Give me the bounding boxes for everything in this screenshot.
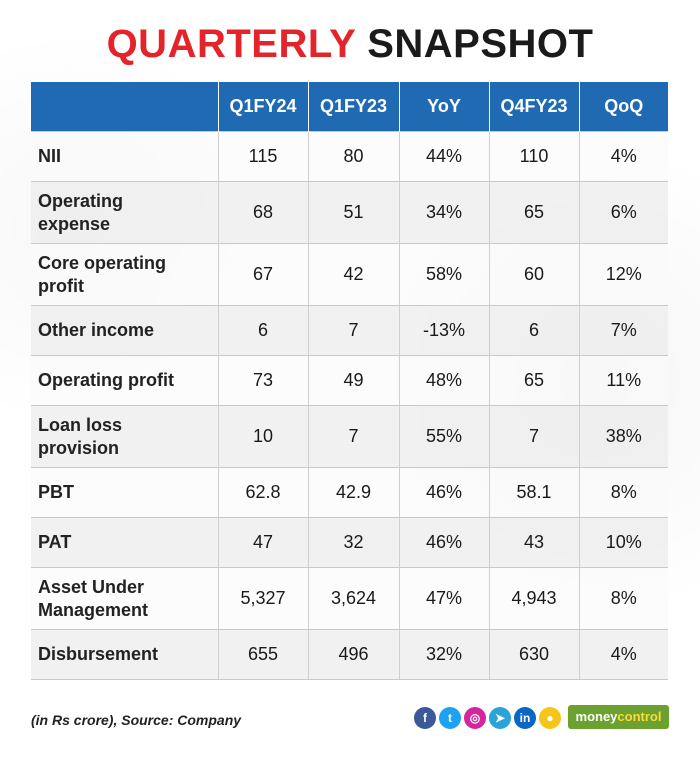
table-row: Operating profit 73 49 48% 65 11% xyxy=(31,355,668,406)
table-cell: 630 xyxy=(488,629,579,680)
row-label: Operating expense xyxy=(31,181,218,244)
table-cell: -13% xyxy=(398,305,489,356)
header-cell: Q1FY23 xyxy=(307,82,399,132)
table-cell: 7 xyxy=(307,305,399,356)
table-cell: 60 xyxy=(488,243,579,306)
table-cell: 10% xyxy=(578,517,668,568)
table-cell: 49 xyxy=(307,355,399,406)
table-cell: 62.8 xyxy=(217,467,308,518)
table-cell: 4% xyxy=(578,131,668,182)
row-label: Asset Under Management xyxy=(31,567,218,630)
table-cell: 115 xyxy=(217,131,308,182)
header-cell: Q1FY24 xyxy=(217,82,308,132)
table-cell: 44% xyxy=(398,131,489,182)
table-cell: 65 xyxy=(488,181,579,244)
title-part2: SNAPSHOT xyxy=(367,22,594,66)
table-cell: 7 xyxy=(307,405,399,468)
table-cell: 8% xyxy=(578,467,668,518)
table-row: Asset Under Management 5,327 3,624 47% 4,943… xyxy=(31,567,668,630)
table-row: PBT 62.8 42.9 46% 58.1 8% xyxy=(31,467,668,518)
table-cell: 51 xyxy=(307,181,399,244)
table-cell: 47% xyxy=(398,567,489,630)
table-cell: 58% xyxy=(398,243,489,306)
table-cell: 73 xyxy=(217,355,308,406)
header-cell: Q4FY23 xyxy=(488,82,579,132)
row-label: Other income xyxy=(31,305,218,356)
table-cell: 46% xyxy=(398,467,489,518)
table-cell: 7 xyxy=(488,405,579,468)
table-cell: 5,327 xyxy=(217,567,308,630)
table-row: Other income 6 7 -13% 6 7% xyxy=(31,305,668,356)
table-cell: 42.9 xyxy=(307,467,399,518)
table-row: Core operating profit 67 42 58% 60 12% xyxy=(31,243,668,306)
table-cell: 32 xyxy=(307,517,399,568)
brand-part2: control xyxy=(617,709,662,724)
table-cell: 42 xyxy=(307,243,399,306)
row-label: Operating profit xyxy=(31,355,218,406)
telegram-icon[interactable]: ➤ xyxy=(489,707,511,729)
page-title: QUARTERLY SNAPSHOT xyxy=(0,22,700,67)
table-cell: 4,943 xyxy=(488,567,579,630)
row-label: PBT xyxy=(31,467,218,518)
header-cell-label xyxy=(31,82,218,132)
linkedin-icon[interactable]: in xyxy=(514,707,536,729)
table-header-row: Q1FY24 Q1FY23 YoY Q4FY23 QoQ xyxy=(31,82,668,132)
instagram-icon[interactable]: ◎ xyxy=(464,707,486,729)
table-cell: 655 xyxy=(217,629,308,680)
table-cell: 48% xyxy=(398,355,489,406)
table-cell: 6 xyxy=(488,305,579,356)
table-cell: 65 xyxy=(488,355,579,406)
row-label: Disbursement xyxy=(31,629,218,680)
row-label: Loan loss provision xyxy=(31,405,218,468)
table-cell: 32% xyxy=(398,629,489,680)
table-cell: 67 xyxy=(217,243,308,306)
table-cell: 12% xyxy=(578,243,668,306)
moneycontrol-logo: moneycontrol xyxy=(568,705,669,729)
table-cell: 80 xyxy=(307,131,399,182)
table-cell: 7% xyxy=(578,305,668,356)
table-row: NII 115 80 44% 110 4% xyxy=(31,131,668,182)
koo-icon[interactable]: ● xyxy=(539,707,561,729)
source-note: (in Rs crore), Source: Company xyxy=(31,712,242,728)
header-cell: QoQ xyxy=(578,82,668,132)
table-cell: 47 xyxy=(217,517,308,568)
table-cell: 46% xyxy=(398,517,489,568)
table-cell: 6 xyxy=(217,305,308,356)
table-row: Loan loss provision 10 7 55% 7 38% xyxy=(31,405,668,468)
table-cell: 34% xyxy=(398,181,489,244)
table-cell: 496 xyxy=(307,629,399,680)
table-row: Disbursement 655 496 32% 630 4% xyxy=(31,629,668,680)
table-cell: 10 xyxy=(217,405,308,468)
header-cell: YoY xyxy=(398,82,489,132)
snapshot-table: Q1FY24 Q1FY23 YoY Q4FY23 QoQ NII 115 80 44% 110 4… xyxy=(31,82,668,680)
table-cell: 68 xyxy=(217,181,308,244)
twitter-icon[interactable]: t xyxy=(439,707,461,729)
table-cell: 8% xyxy=(578,567,668,630)
table-cell: 55% xyxy=(398,405,489,468)
title-part1: QUARTERLY xyxy=(106,22,356,66)
table-row: Operating expense 68 51 34% 65 6% xyxy=(31,181,668,244)
row-label: NII xyxy=(31,131,218,182)
table-cell: 38% xyxy=(578,405,668,468)
table-row: PAT 47 32 46% 43 10% xyxy=(31,517,668,568)
table-cell: 58.1 xyxy=(488,467,579,518)
facebook-icon[interactable]: f xyxy=(414,707,436,729)
table-cell: 4% xyxy=(578,629,668,680)
brand-part1: money xyxy=(575,709,618,724)
table-cell: 43 xyxy=(488,517,579,568)
table-cell: 110 xyxy=(488,131,579,182)
row-label: Core operating profit xyxy=(31,243,218,306)
row-label: PAT xyxy=(31,517,218,568)
table-cell: 3,624 xyxy=(307,567,399,630)
table-cell: 6% xyxy=(578,181,668,244)
table-cell: 11% xyxy=(578,355,668,406)
